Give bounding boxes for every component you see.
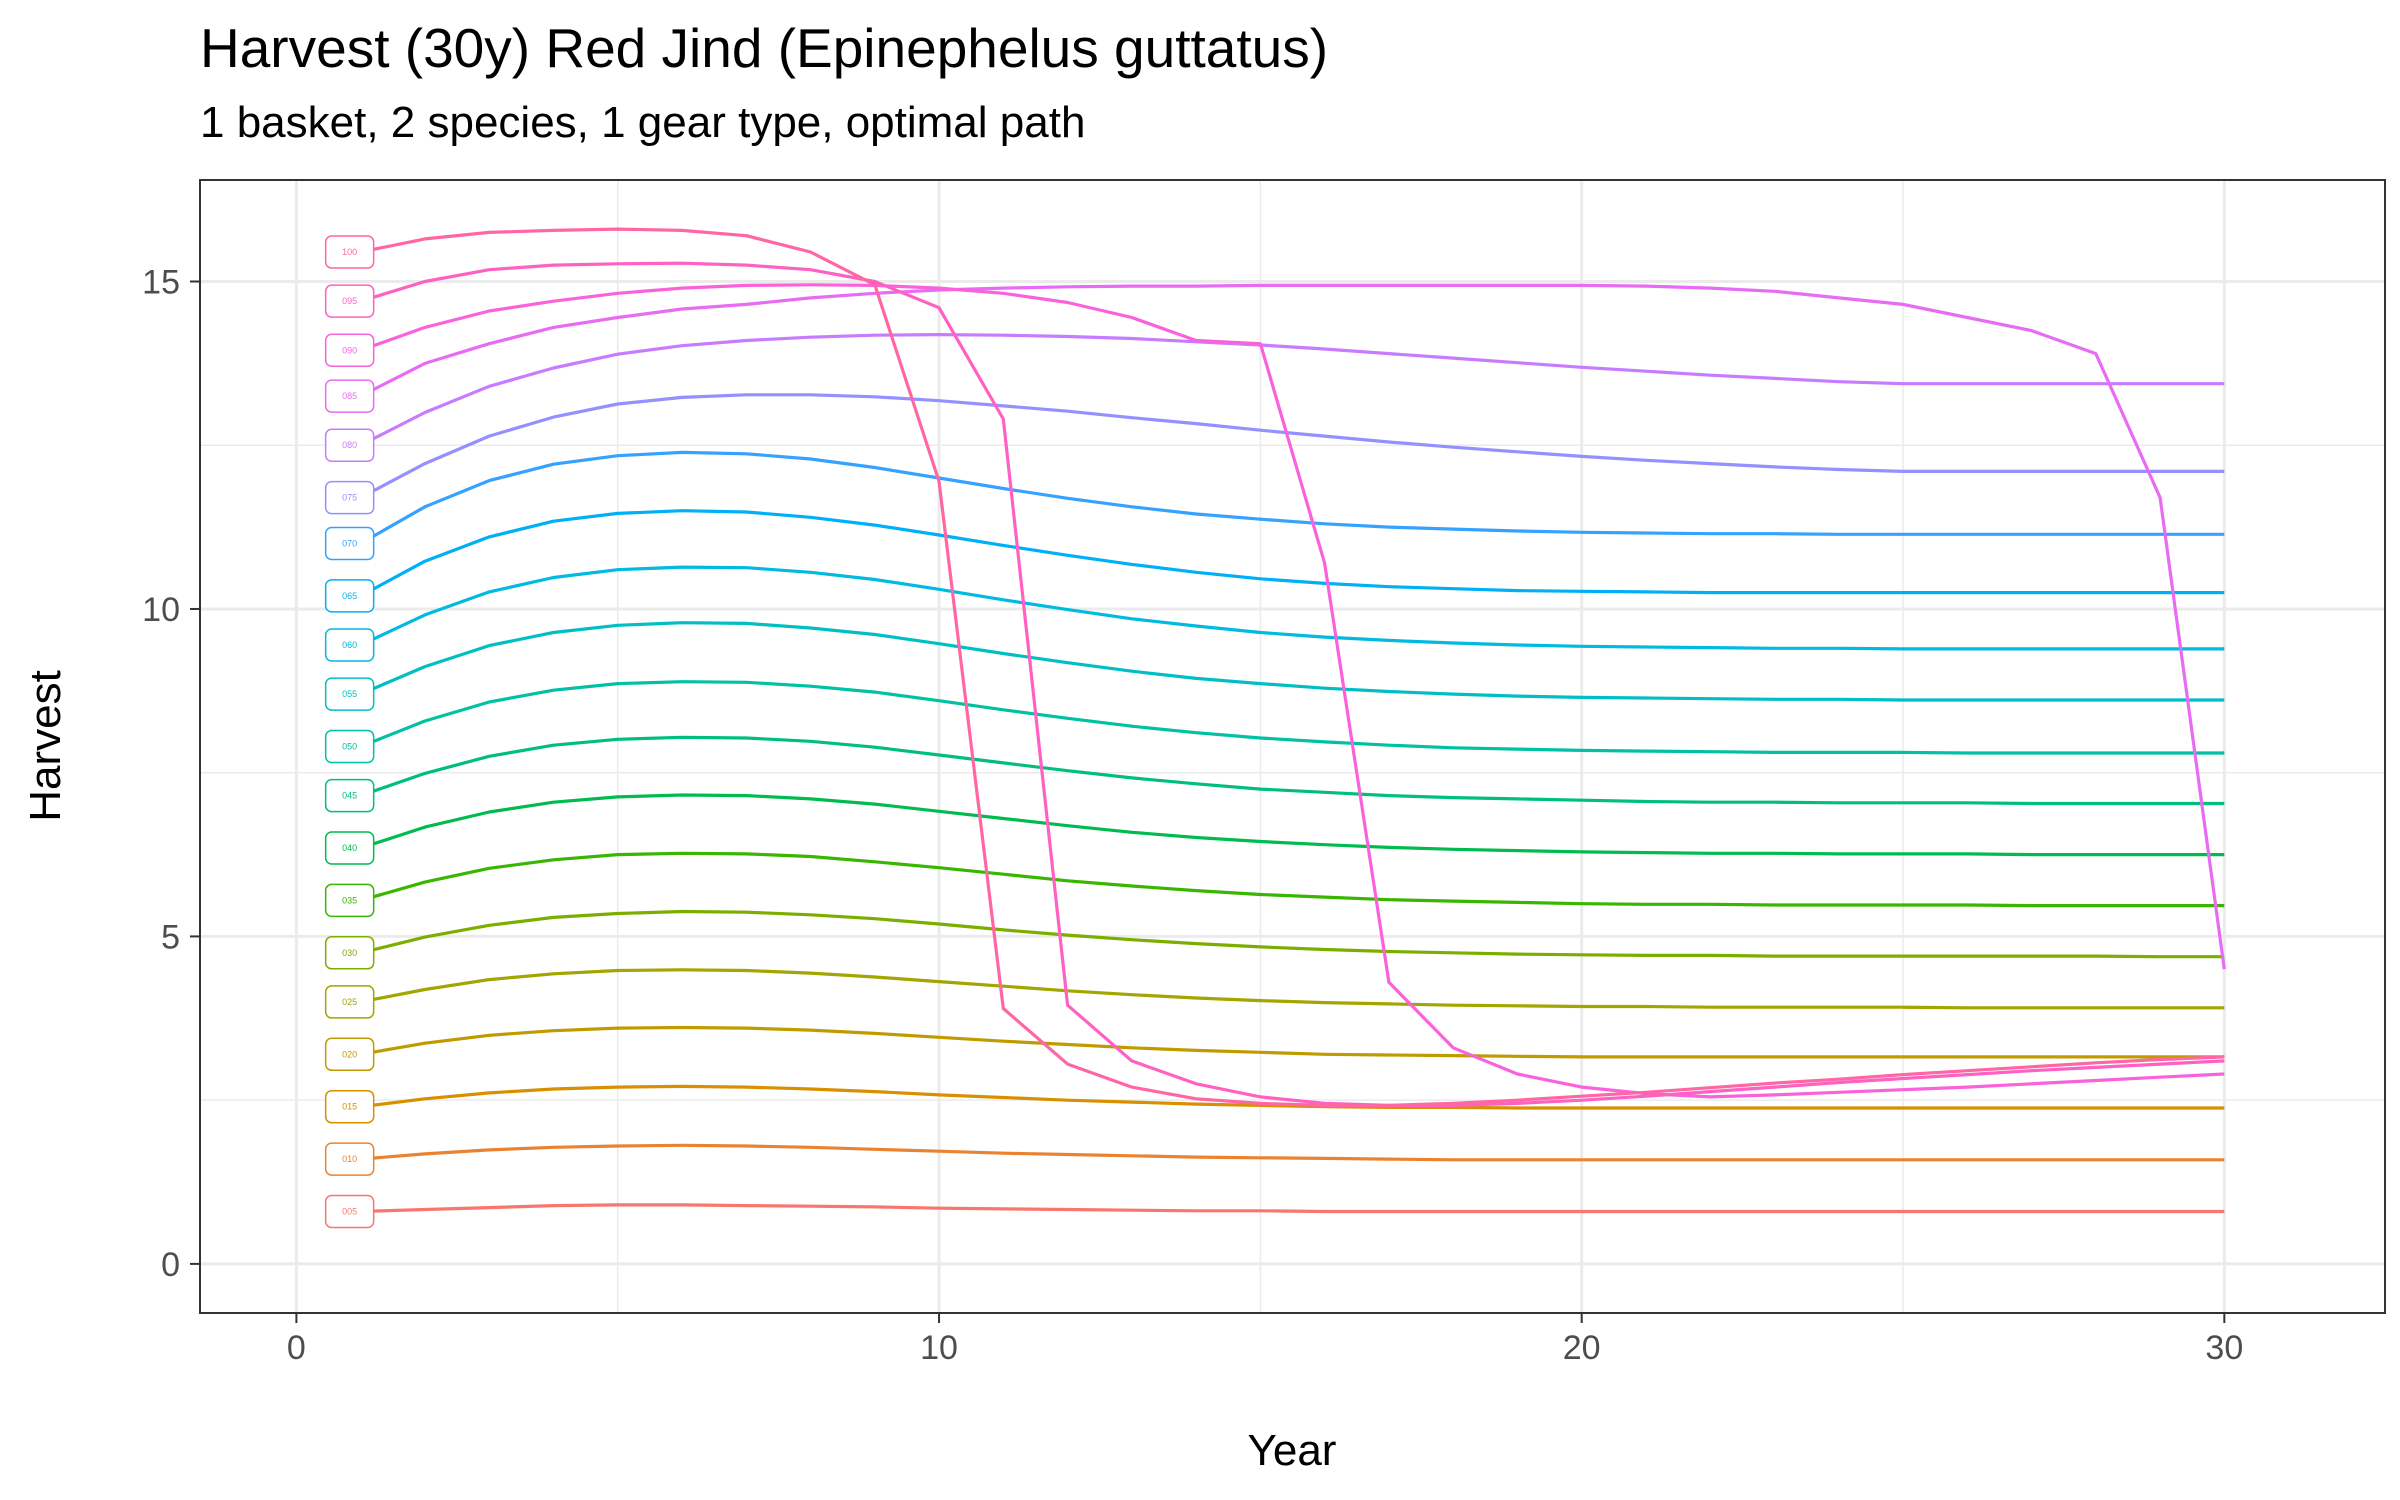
series-label-text: 075	[342, 493, 357, 503]
series-label-box	[324, 985, 375, 1019]
series-label-box	[324, 831, 375, 865]
series-lines	[359, 227, 2226, 1214]
series-label-box	[324, 1089, 375, 1124]
y-tick-label: 15	[142, 264, 180, 302]
series-label-text: 030	[342, 948, 357, 958]
series-label-box	[324, 628, 375, 662]
series-label-text: 100	[342, 247, 357, 257]
series-label-095: 095	[324, 284, 375, 318]
x-axis-title: Year	[1248, 1426, 1337, 1475]
series-label-text: 060	[342, 640, 357, 650]
series-label-085: 085	[324, 379, 375, 413]
y-tick-label: 10	[142, 591, 180, 629]
series-label-075: 075	[324, 480, 375, 515]
series-label-text: 020	[342, 1049, 357, 1059]
series-label-text: 050	[342, 742, 357, 752]
series-label-box	[324, 1194, 375, 1229]
series-label-090: 090	[324, 333, 375, 368]
chart-title: Harvest (30y) Red Jind (Epinephelus gutt…	[200, 17, 1329, 79]
x-tick-label: 0	[287, 1329, 306, 1367]
series-label-text: 085	[342, 391, 357, 401]
series-label-text: 015	[342, 1102, 357, 1112]
series-label-text: 005	[342, 1206, 357, 1216]
series-line-080	[359, 333, 2225, 447]
series-line-040	[360, 793, 2225, 857]
series-line-045	[360, 735, 2225, 806]
series-label-box	[324, 883, 375, 918]
series-label-text: 070	[342, 538, 357, 548]
series-line-095	[360, 261, 2225, 1108]
series-label-box	[324, 379, 375, 413]
series-label-box	[324, 284, 375, 318]
series-line-090	[360, 283, 2225, 1099]
series-label-text: 055	[342, 689, 357, 699]
series-label-box	[324, 235, 375, 269]
series-label-100: 100	[324, 235, 375, 269]
grid	[200, 180, 2385, 1313]
series-label-text: 040	[342, 843, 357, 853]
series-label-box	[324, 677, 375, 711]
series-label-025: 025	[324, 985, 375, 1019]
series-line-065	[359, 509, 2225, 598]
series-label-box	[324, 729, 375, 764]
series-label-text: 025	[342, 997, 357, 1007]
series-line-075	[359, 393, 2225, 500]
series-label-005: 005	[324, 1194, 375, 1229]
series-line-025	[360, 968, 2225, 1010]
y-tick-label: 0	[161, 1246, 180, 1284]
series-labels: 005 010 015 020 025 030 035 040 045 050 055 060 065 0…	[324, 235, 375, 1229]
series-line-005	[360, 1203, 2225, 1214]
series-label-text: 065	[342, 591, 357, 601]
series-label-060: 060	[324, 628, 375, 662]
series-label-box	[324, 480, 375, 515]
series-label-030: 030	[324, 936, 375, 970]
series-label-box	[324, 936, 375, 970]
series-label-065: 065	[324, 579, 375, 613]
series-label-080: 080	[324, 428, 375, 462]
series-label-text: 090	[342, 345, 357, 355]
series-line-020	[360, 1025, 2225, 1059]
y-axis-title: Harvest	[21, 670, 70, 822]
series-line-060	[360, 565, 2225, 651]
series-line-030	[360, 909, 2225, 959]
series-label-040: 040	[324, 831, 375, 865]
series-line-050	[360, 680, 2225, 755]
series-label-text: 010	[342, 1154, 357, 1164]
series-label-055: 055	[324, 677, 375, 711]
x-tick-label: 20	[1563, 1329, 1601, 1367]
series-line-010	[360, 1143, 2225, 1162]
series-label-box	[324, 333, 375, 368]
series-label-015: 015	[324, 1089, 375, 1124]
series-label-020: 020	[324, 1037, 375, 1072]
series-label-text: 080	[342, 440, 357, 450]
series-line-085	[359, 283, 2226, 970]
series-label-010: 010	[324, 1142, 375, 1176]
series-label-035: 035	[324, 883, 375, 918]
series-label-050: 050	[324, 729, 375, 764]
series-label-box	[324, 1037, 375, 1072]
series-line-055	[360, 621, 2225, 702]
series-label-070: 070	[324, 526, 375, 561]
x-tick-label: 30	[2205, 1329, 2243, 1367]
chart-subtitle: 1 basket, 2 species, 1 gear type, optima…	[200, 98, 1086, 147]
series-line-035	[360, 851, 2225, 908]
series-label-text: 035	[342, 895, 357, 905]
series-label-text: 095	[342, 296, 357, 306]
series-line-015	[360, 1084, 2225, 1110]
series-label-box	[324, 579, 375, 613]
x-tick-label: 10	[920, 1329, 958, 1367]
series-label-box	[324, 526, 375, 561]
y-tick-label: 5	[161, 918, 180, 956]
plot-panel	[199, 179, 2386, 1314]
series-label-box	[324, 1142, 375, 1176]
series-label-box	[324, 778, 375, 813]
series-line-070	[359, 450, 2225, 545]
series-line-100	[360, 227, 2225, 1108]
series-label-text: 045	[342, 791, 357, 801]
series-label-045: 045	[324, 778, 375, 813]
series-label-box	[324, 428, 375, 462]
